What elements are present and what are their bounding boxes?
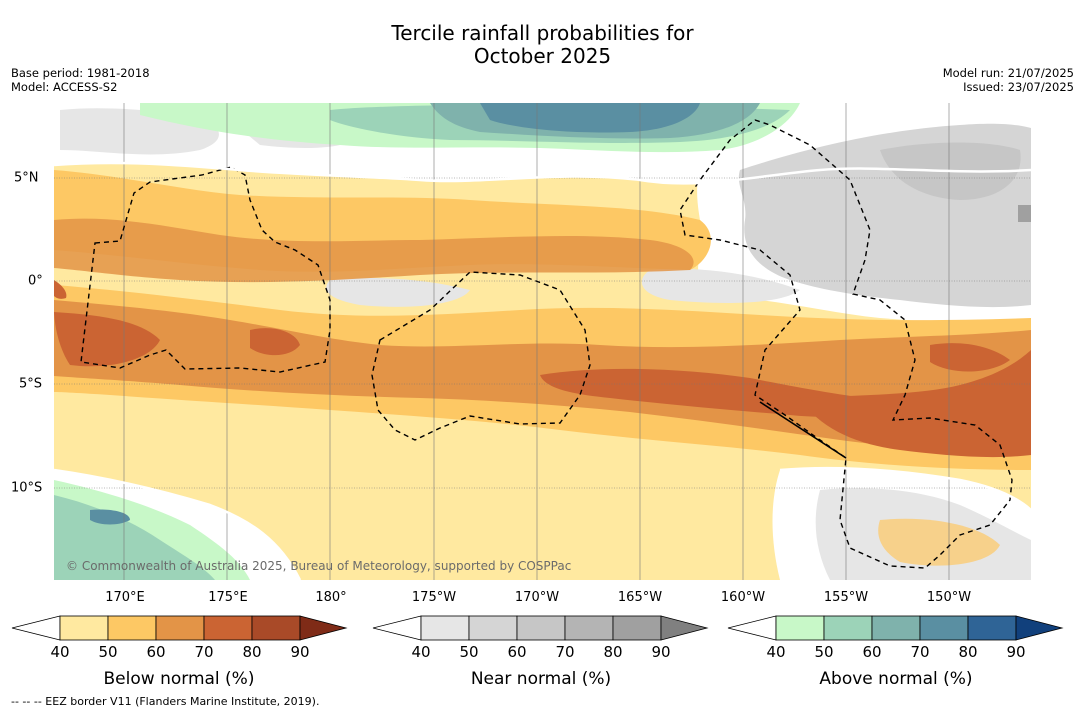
lon-label-160w: 160°W [720,590,766,605]
eez-phoenix [371,271,591,441]
title-line-2: October 2025 [473,44,612,68]
above-swatch-80-90 [967,615,1017,641]
above-tick-70: 70 [910,643,930,661]
issued-date: Issued: 23/07/2025 [963,80,1074,94]
legend-above-bar [727,615,1064,641]
near-swatch-50-60 [468,615,518,641]
below-legend-title: Below normal (%) [103,669,255,689]
near-swatch-80-90 [612,615,662,641]
below-swatch-70-80 [203,615,253,641]
map-title: Tercile rainfall probabilities for Octob… [0,22,1085,68]
meta-left: Base period: 1981-2018 Model: ACCESS-S2 [11,66,150,94]
below-extend-low [11,615,61,641]
probability-field [54,103,1031,580]
lon-label-175w: 175°W [411,590,457,605]
near-extend-high [660,615,709,641]
near-swatch-70-80 [564,615,614,641]
above-swatch-70-80 [919,615,969,641]
model-name: Model: ACCESS-S2 [11,80,118,94]
near-legend-title: Near normal (%) [470,669,612,689]
model-run: Model run: 21/07/2025 [942,66,1074,80]
orange-dark-band-north [54,218,694,283]
below-tick-70: 70 [194,643,214,661]
near-swatch-60-70 [516,615,566,641]
legend-near-bar [372,615,709,641]
above-tick-40: 40 [766,643,786,661]
below-tick-60: 60 [146,643,166,661]
above-extend-high [1015,615,1064,641]
below-swatch-50-60 [107,615,157,641]
graticule [123,103,950,580]
base-period: Base period: 1981-2018 [11,66,150,80]
below-tick-80: 80 [242,643,262,661]
lon-label-170w: 170°W [514,590,560,605]
red-core-west [54,312,160,367]
near-tick-60: 60 [507,643,527,661]
red-core-center-west [250,328,300,356]
above-tick-50: 50 [814,643,834,661]
eez-solid-segment [759,401,847,459]
lat-label-5s: 5°S [19,376,43,392]
blue-core-north [480,103,700,133]
lon-label-150w: 150°W [926,590,972,605]
eez-line-islands [679,119,1013,569]
above-tick-80: 80 [958,643,978,661]
lat-label-5n: 5°N [14,170,39,186]
above-swatch-60-70 [871,615,921,641]
below-swatch-40-50 [59,615,109,641]
near-tick-70: 70 [555,643,575,661]
contour-outlines [54,161,1031,580]
above-tick-90: 90 [1006,643,1026,661]
grey-darkest-east [1018,205,1031,222]
below-extend-high [299,615,348,641]
blue-patch-sw [90,509,130,525]
lat-label-0: 0° [28,273,43,289]
below-swatch-60-70 [155,615,205,641]
copyright-notice: © Commonwealth of Australia 2025, Bureau… [66,559,572,573]
title-line-1: Tercile rainfall probabilities for [391,21,694,45]
orange-patch-se [878,518,1000,566]
meta-right: Model run: 21/07/2025 Issued: 23/07/2025 [943,66,1074,94]
near-extend-low [372,615,422,641]
red-band-east [800,350,1031,458]
lon-label-175e: 175°E [208,590,248,605]
lat-label-10s: 10°S [11,480,43,496]
legend-below-bar [11,615,348,641]
lon-label-180: 180° [315,590,347,605]
above-tick-60: 60 [862,643,882,661]
above-swatch-40-50 [775,615,825,641]
red-band-central [540,368,880,417]
below-tick-90: 90 [290,643,310,661]
contour-sw [54,468,302,580]
eez-borders [80,119,1013,569]
lon-label-155w: 155°W [823,590,869,605]
near-swatch-40-50 [420,615,470,641]
eez-border-note: -- -- -- EEZ border V11 (Flanders Marine… [11,695,320,708]
above-swatch-50-60 [823,615,873,641]
above-legend-title: Above normal (%) [819,669,973,689]
near-tick-50: 50 [459,643,479,661]
red-core-east [930,343,1010,372]
below-tick-40: 40 [50,643,70,661]
near-tick-90: 90 [651,643,671,661]
near-tick-80: 80 [603,643,623,661]
grey-patch-center [641,268,800,303]
above-extend-low [727,615,777,641]
contour-se [779,466,1031,511]
below-tick-50: 50 [98,643,118,661]
red-core-west-small [54,280,67,299]
contour-north [54,161,1031,185]
eez-kiribati-gilbert [80,166,331,373]
below-swatch-80-90 [251,615,301,641]
near-tick-40: 40 [411,643,431,661]
lon-label-165w: 165°W [617,590,663,605]
lon-label-170e: 170°E [105,590,145,605]
